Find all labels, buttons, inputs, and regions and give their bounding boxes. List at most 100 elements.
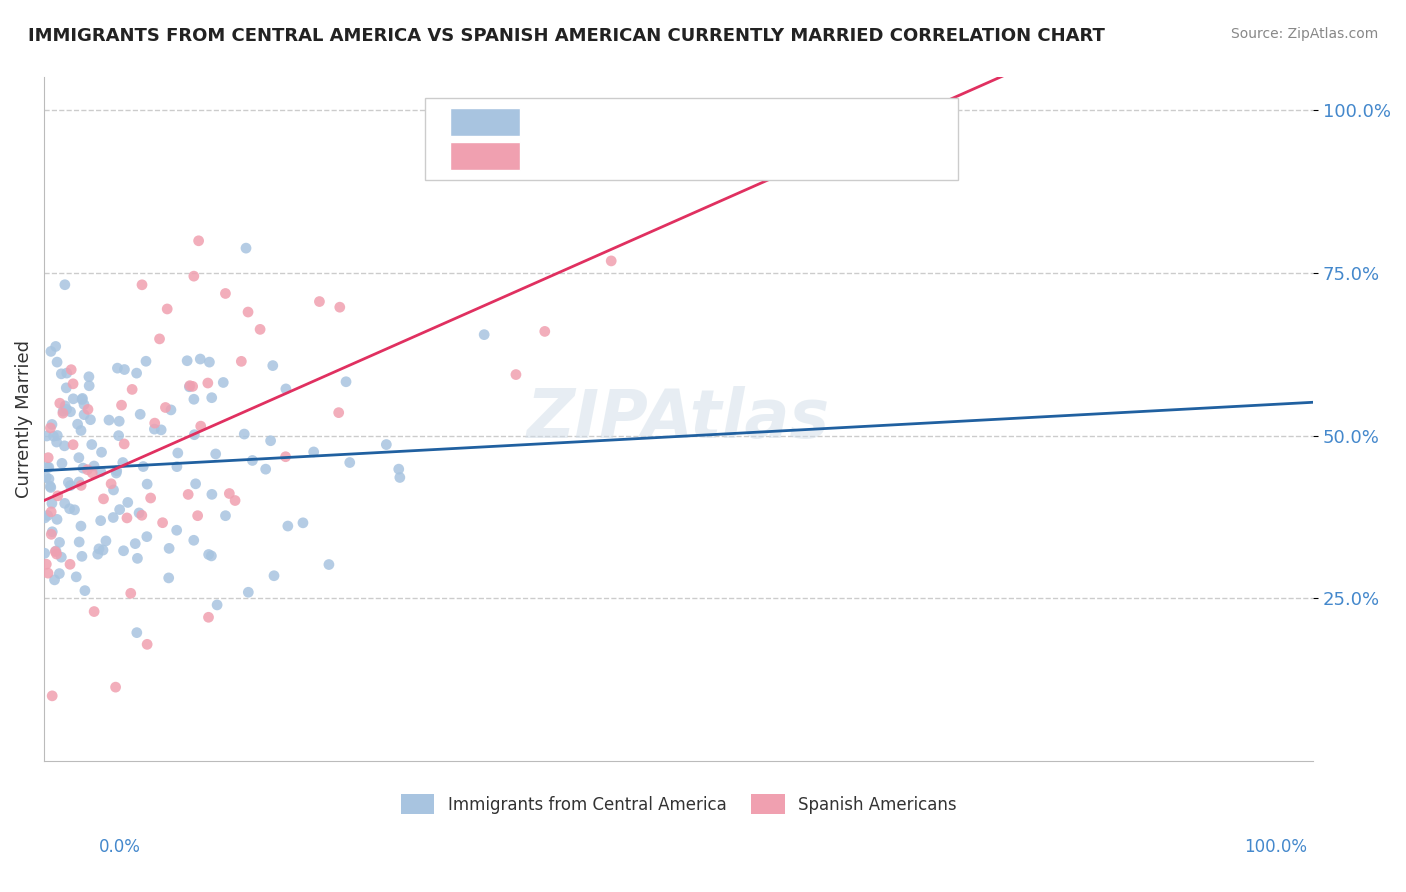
Point bbox=[112, 437, 135, 451]
Point bbox=[160, 403, 183, 417]
Text: R =: R = bbox=[513, 147, 551, 165]
Point bbox=[49, 396, 72, 410]
Point bbox=[48, 535, 70, 549]
Point bbox=[125, 625, 148, 640]
Point bbox=[233, 427, 256, 442]
Text: IMMIGRANTS FROM CENTRAL AMERICA VS SPANISH AMERICAN CURRENTLY MARRIED CORRELATIO: IMMIGRANTS FROM CENTRAL AMERICA VS SPANI… bbox=[28, 27, 1105, 45]
Point bbox=[308, 294, 330, 309]
Point bbox=[90, 465, 112, 479]
Point bbox=[600, 254, 623, 268]
Point bbox=[87, 541, 110, 556]
Point bbox=[177, 487, 200, 501]
Text: N =: N = bbox=[766, 113, 806, 131]
Point bbox=[127, 551, 149, 566]
Point bbox=[104, 680, 127, 694]
Point bbox=[139, 491, 162, 505]
Text: R =: R = bbox=[513, 113, 551, 131]
Point bbox=[62, 392, 84, 406]
Text: 133: 133 bbox=[818, 113, 856, 131]
Point bbox=[197, 376, 219, 390]
Point bbox=[39, 344, 62, 359]
Point bbox=[90, 445, 112, 459]
Point bbox=[242, 453, 264, 467]
Point bbox=[190, 419, 212, 434]
Point bbox=[236, 305, 259, 319]
Point bbox=[35, 558, 58, 572]
Point bbox=[35, 429, 58, 443]
Point bbox=[108, 414, 131, 428]
Point bbox=[59, 478, 82, 492]
Point bbox=[73, 583, 96, 598]
Point bbox=[76, 463, 98, 477]
Point bbox=[201, 391, 224, 405]
Point bbox=[274, 382, 297, 396]
Point bbox=[184, 476, 207, 491]
Point bbox=[51, 367, 73, 381]
Point bbox=[187, 234, 209, 248]
Point bbox=[55, 381, 77, 395]
Text: 0.395: 0.395 bbox=[564, 147, 621, 165]
Point bbox=[39, 527, 62, 541]
Point bbox=[117, 495, 139, 509]
Point bbox=[238, 585, 260, 599]
FancyBboxPatch shape bbox=[425, 98, 957, 180]
Point bbox=[44, 544, 66, 558]
Point bbox=[176, 353, 198, 368]
Point bbox=[291, 516, 314, 530]
Point bbox=[375, 437, 398, 451]
Text: 0.0%: 0.0% bbox=[98, 838, 141, 856]
Point bbox=[62, 376, 84, 391]
Point bbox=[41, 524, 63, 539]
Y-axis label: Currently Married: Currently Married bbox=[15, 340, 32, 499]
Point bbox=[46, 355, 69, 369]
Point bbox=[79, 413, 101, 427]
Point bbox=[329, 300, 352, 314]
Text: Source: ZipAtlas.com: Source: ZipAtlas.com bbox=[1230, 27, 1378, 41]
Point bbox=[179, 378, 201, 392]
Point bbox=[183, 392, 205, 407]
Point bbox=[231, 354, 253, 368]
Point bbox=[67, 450, 90, 465]
Point bbox=[157, 571, 180, 585]
Point bbox=[39, 421, 62, 435]
Point bbox=[505, 368, 527, 382]
Point bbox=[128, 506, 150, 520]
Point bbox=[45, 544, 67, 558]
Point bbox=[274, 450, 297, 464]
Point bbox=[166, 446, 188, 460]
FancyBboxPatch shape bbox=[450, 143, 520, 169]
Point bbox=[70, 549, 93, 564]
Point bbox=[155, 401, 177, 415]
Point bbox=[73, 397, 96, 411]
Point bbox=[55, 402, 77, 417]
Text: ZIPAtlas: ZIPAtlas bbox=[527, 386, 831, 452]
Point bbox=[120, 586, 142, 600]
Point bbox=[388, 462, 411, 476]
Point bbox=[55, 366, 77, 380]
Point bbox=[100, 476, 122, 491]
Point bbox=[472, 327, 495, 342]
Point bbox=[157, 541, 180, 556]
Text: 60: 60 bbox=[818, 147, 844, 165]
Point bbox=[52, 404, 75, 418]
Point bbox=[70, 392, 93, 407]
Point bbox=[103, 483, 125, 497]
Point bbox=[45, 435, 67, 450]
Point bbox=[46, 489, 69, 503]
Point bbox=[53, 399, 76, 413]
Point bbox=[212, 376, 235, 390]
Point bbox=[91, 543, 114, 558]
Point bbox=[63, 503, 86, 517]
Point bbox=[98, 413, 121, 427]
Point bbox=[83, 605, 105, 619]
Point bbox=[70, 424, 93, 438]
Point bbox=[107, 361, 129, 376]
Point bbox=[67, 535, 90, 549]
Point bbox=[41, 496, 63, 510]
Point bbox=[80, 437, 103, 451]
Point bbox=[34, 546, 56, 560]
Point bbox=[143, 416, 166, 430]
Point bbox=[46, 512, 69, 526]
Point bbox=[201, 487, 224, 501]
Point bbox=[112, 543, 135, 558]
